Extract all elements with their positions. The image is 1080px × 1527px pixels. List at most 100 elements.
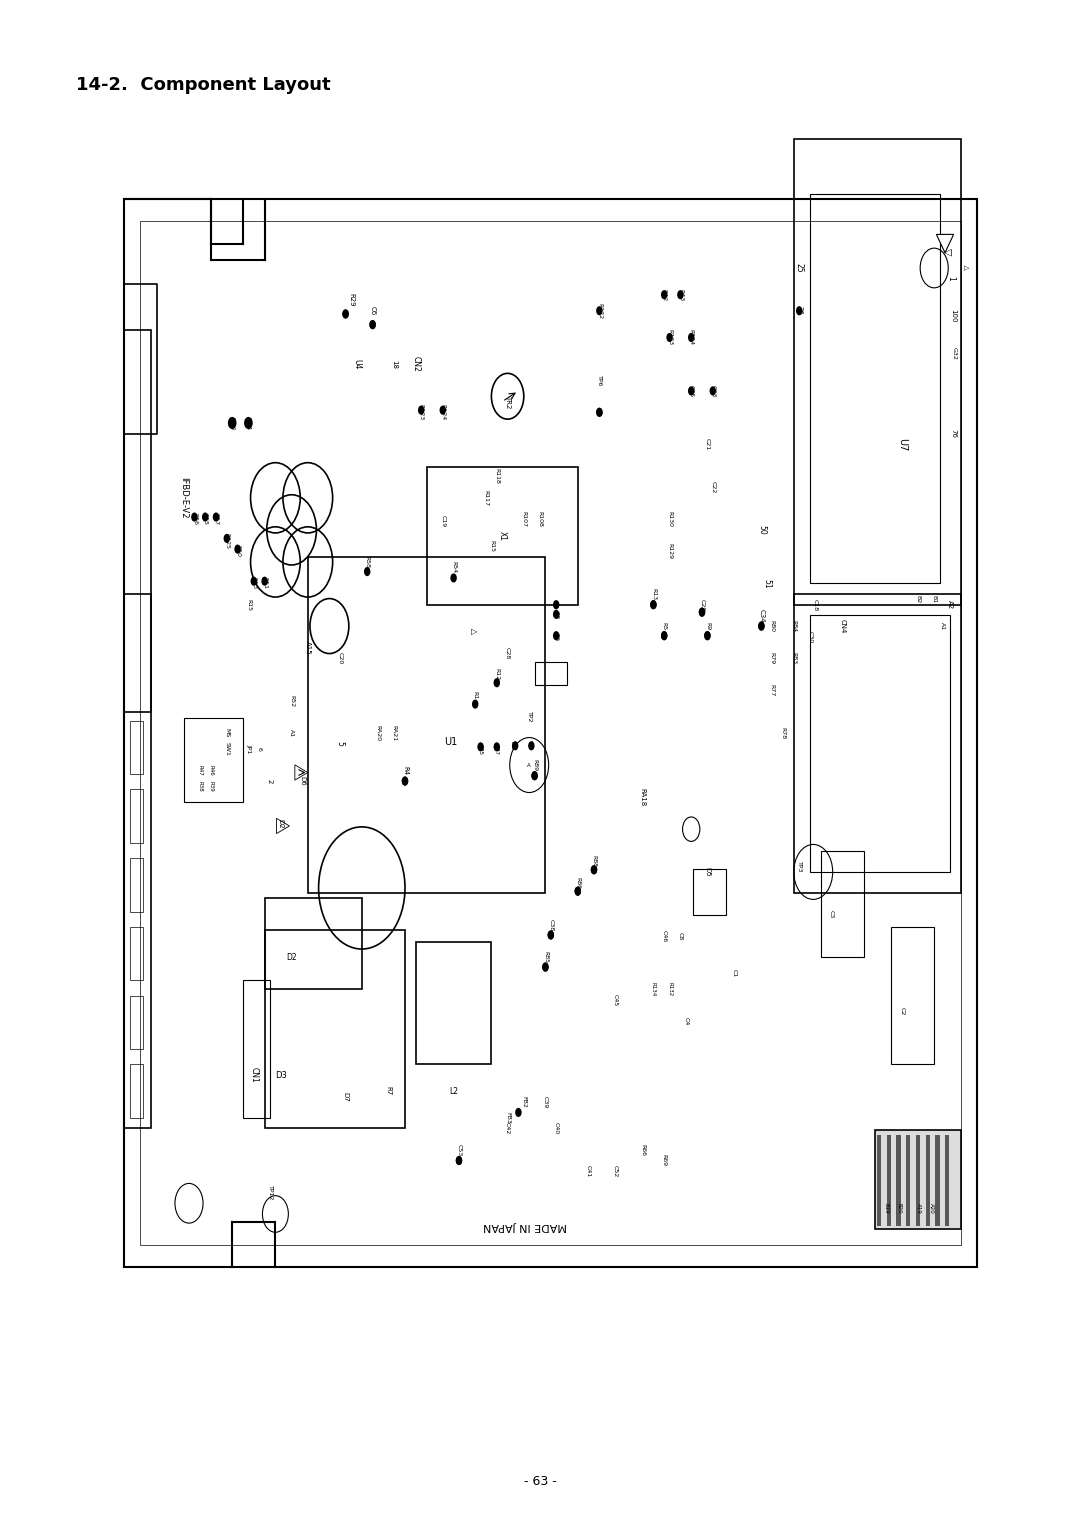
- Bar: [130, 721, 143, 774]
- Text: A1: A1: [941, 621, 945, 631]
- Circle shape: [758, 621, 765, 631]
- Circle shape: [228, 417, 237, 429]
- Text: R50: R50: [235, 545, 240, 557]
- Text: C1: C1: [732, 970, 737, 977]
- Circle shape: [477, 742, 484, 751]
- Circle shape: [666, 333, 673, 342]
- Circle shape: [472, 699, 478, 709]
- Circle shape: [548, 930, 554, 939]
- Text: D2: D2: [278, 818, 284, 829]
- Text: TP8: TP8: [511, 739, 515, 748]
- Text: C2: C2: [900, 1006, 904, 1015]
- Text: TR2: TR2: [504, 395, 511, 408]
- Text: 18: 18: [391, 360, 397, 368]
- Circle shape: [677, 290, 684, 299]
- Circle shape: [542, 962, 549, 971]
- Text: G32: G32: [951, 347, 956, 360]
- Text: R12: R12: [495, 669, 499, 680]
- Text: C4: C4: [684, 1017, 688, 1026]
- Text: R52: R52: [289, 695, 294, 707]
- Circle shape: [515, 1109, 522, 1118]
- Circle shape: [699, 608, 705, 617]
- Text: X1: X1: [498, 531, 507, 541]
- Bar: [140, 221, 961, 1245]
- Text: C6: C6: [369, 305, 376, 316]
- Text: 5: 5: [336, 741, 345, 747]
- Bar: [130, 858, 143, 912]
- Text: C18: C18: [813, 599, 818, 611]
- Text: R58: R58: [365, 556, 369, 568]
- Text: B20: B20: [896, 1203, 901, 1214]
- Bar: [906, 1135, 910, 1226]
- Text: CN2: CN2: [411, 356, 420, 373]
- Text: A2: A2: [947, 600, 954, 609]
- Text: C53: C53: [457, 1144, 461, 1156]
- Circle shape: [688, 333, 694, 342]
- Text: R4: R4: [402, 767, 408, 774]
- Text: ▽: ▽: [942, 249, 953, 255]
- Circle shape: [650, 600, 657, 609]
- Bar: [794, 594, 961, 893]
- Bar: [427, 467, 578, 605]
- Text: R43: R43: [678, 289, 683, 301]
- Text: U7: U7: [896, 438, 907, 450]
- Text: R69: R69: [662, 1154, 666, 1167]
- Bar: [693, 869, 726, 915]
- Text: R56: R56: [192, 513, 197, 525]
- Text: D5: D5: [704, 867, 711, 876]
- Text: TP11: TP11: [246, 417, 251, 429]
- Circle shape: [456, 1156, 462, 1165]
- Circle shape: [699, 608, 705, 617]
- Circle shape: [213, 513, 219, 522]
- Circle shape: [261, 577, 268, 586]
- Bar: [243, 980, 270, 1118]
- Polygon shape: [295, 765, 308, 780]
- Text: R7: R7: [386, 1086, 392, 1096]
- Text: R129: R129: [667, 544, 672, 559]
- Bar: [130, 789, 143, 843]
- Bar: [265, 930, 405, 1128]
- Circle shape: [244, 417, 253, 429]
- Bar: [926, 1135, 930, 1226]
- Circle shape: [364, 567, 370, 576]
- Text: R38: R38: [198, 780, 202, 793]
- Text: R53: R53: [252, 577, 256, 589]
- Text: C3: C3: [829, 910, 834, 919]
- Text: R78: R78: [781, 727, 785, 739]
- Text: C39: C39: [543, 1095, 548, 1109]
- Text: RA21: RA21: [392, 725, 396, 741]
- Text: SW1: SW1: [225, 742, 229, 756]
- Circle shape: [661, 631, 667, 640]
- Bar: [265, 898, 362, 989]
- Text: R123: R123: [667, 330, 672, 345]
- Text: FB2: FB2: [522, 1096, 526, 1107]
- Text: A: A: [527, 762, 531, 768]
- Text: 51: 51: [762, 579, 771, 588]
- Text: TP3: TP3: [797, 861, 801, 872]
- Text: R57: R57: [214, 513, 218, 525]
- Circle shape: [369, 321, 376, 330]
- Text: R15: R15: [489, 541, 494, 551]
- Text: R15: R15: [246, 599, 251, 611]
- Text: R108: R108: [538, 512, 542, 527]
- Text: R54: R54: [451, 562, 456, 573]
- Circle shape: [456, 1156, 462, 1165]
- Circle shape: [758, 621, 765, 631]
- Text: TP5: TP5: [478, 744, 483, 754]
- Text: C38: C38: [549, 919, 553, 931]
- Circle shape: [402, 776, 408, 785]
- Circle shape: [191, 513, 198, 522]
- Circle shape: [251, 577, 257, 586]
- Text: CN1: CN1: [249, 1067, 258, 1083]
- Circle shape: [202, 513, 208, 522]
- Text: R125: R125: [225, 533, 229, 548]
- Text: R46: R46: [208, 765, 213, 776]
- Text: 1: 1: [946, 276, 955, 281]
- Circle shape: [418, 406, 424, 415]
- Circle shape: [704, 631, 711, 640]
- Circle shape: [548, 930, 554, 939]
- Text: C40: C40: [554, 1122, 558, 1135]
- Bar: [877, 1135, 881, 1226]
- Text: R107: R107: [522, 512, 526, 527]
- Text: - 63 -: - 63 -: [524, 1475, 556, 1487]
